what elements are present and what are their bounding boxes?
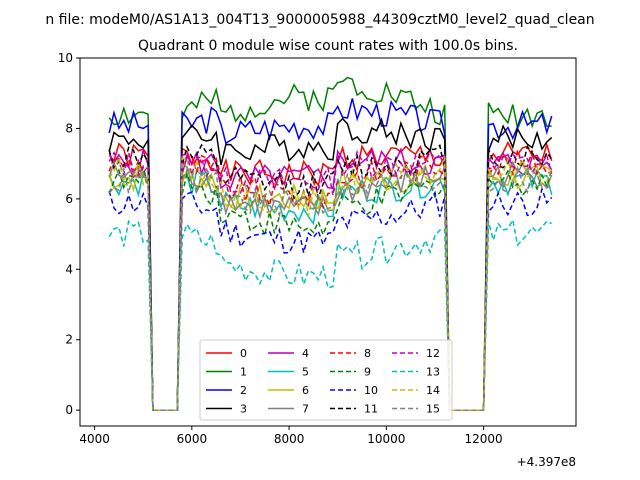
series-layer	[108, 76, 553, 411]
legend-label: 9	[364, 366, 371, 379]
legend-label: 12	[426, 347, 440, 360]
x-tick-label: 6000	[177, 432, 208, 446]
legend-label: 7	[302, 403, 309, 416]
y-tick-label: 4	[65, 262, 73, 276]
legend-frame	[199, 339, 453, 421]
y-tick-label: 8	[65, 121, 73, 135]
legend-label: 6	[302, 384, 309, 397]
y-tick-label: 0	[65, 403, 73, 417]
series-line-14	[108, 154, 553, 411]
x-tick-label: 12000	[465, 432, 503, 446]
x-tick-label: 8000	[274, 432, 305, 446]
x-tick-label: 10000	[367, 432, 405, 446]
series-line-15	[108, 165, 553, 411]
suptitle: n file: modeM0/AS1A13_004T13_9000005988_…	[45, 12, 594, 28]
legend-label: 2	[240, 384, 247, 397]
legend-label: 3	[240, 403, 247, 416]
legend-label: 13	[426, 366, 440, 379]
series-line-11	[108, 143, 553, 411]
y-axis: 0 2 4 6 8 10	[58, 51, 80, 417]
legend-label: 11	[364, 403, 378, 416]
x-tick-label: 4000	[79, 432, 110, 446]
legend-label: 5	[302, 366, 309, 379]
legend-label: 14	[426, 384, 440, 397]
legend-label: 8	[364, 347, 371, 360]
x-axis: 4000 6000 8000 10000 12000	[79, 426, 503, 446]
legend-label: 1	[240, 366, 247, 379]
plot-frame	[79, 57, 577, 427]
chart-title: Quadrant 0 module wise count rates with …	[138, 38, 518, 54]
y-tick-label: 10	[58, 51, 73, 65]
legend-label: 10	[364, 384, 378, 397]
legend-label: 0	[240, 347, 247, 360]
series-line-8	[108, 149, 552, 411]
legend-label: 4	[302, 347, 309, 360]
y-tick-label: 2	[65, 333, 73, 347]
y-tick-label: 6	[65, 192, 73, 206]
legend-label: 15	[426, 403, 440, 416]
x-offset-label: +4.397e8	[517, 455, 576, 469]
